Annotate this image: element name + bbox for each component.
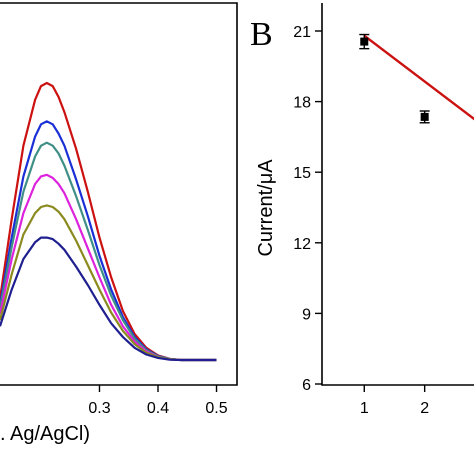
panel-a-x-tick-label: 0.4	[147, 400, 169, 417]
panel-a-x-tick-label: 0.5	[205, 400, 227, 417]
panel-b-data-point	[360, 37, 369, 46]
panel-b-y-tick-label: 9	[302, 306, 311, 323]
panel-b-x-tick-label: 1	[360, 400, 369, 417]
panel-b-fit-line-group	[363, 34, 474, 121]
panel-b-y-axis-title: Current/μA	[255, 159, 277, 257]
panel-b-x-tick-label: 2	[420, 400, 429, 417]
panel-a-series-2-line	[0, 120, 217, 362]
panel-a-voltammogram: 0.3 0.4 0.5 s. Ag/AgCl)	[0, 2, 238, 445]
panel-b-y-tick-label: 15	[293, 165, 311, 182]
panel-b-y-tick-label: 18	[293, 95, 311, 112]
panel-a-curves	[0, 81, 217, 362]
panel-b-y-ticks: 6 9 12 15 18 21	[293, 24, 322, 394]
panel-b-data-point	[420, 112, 429, 121]
panel-a-x-ticks: 0.3 0.4 0.5	[88, 385, 228, 417]
panel-b-y-tick-label: 21	[293, 24, 311, 41]
panel-a-x-tick-label: 0.3	[88, 400, 110, 417]
panel-a-x-axis-title: s. Ag/AgCl)	[0, 423, 90, 445]
panel-a-axes-frame	[0, 2, 238, 386]
panel-b-letter: B	[250, 16, 273, 53]
panel-b-y-tick-label: 6	[302, 377, 311, 394]
panel-b-y-tick-label: 12	[293, 236, 311, 253]
panel-b-fit-line	[363, 34, 474, 121]
panel-a-series-3-line	[0, 141, 217, 362]
panel-b-data-points	[359, 33, 430, 124]
panel-a-series-6-line	[0, 236, 217, 362]
